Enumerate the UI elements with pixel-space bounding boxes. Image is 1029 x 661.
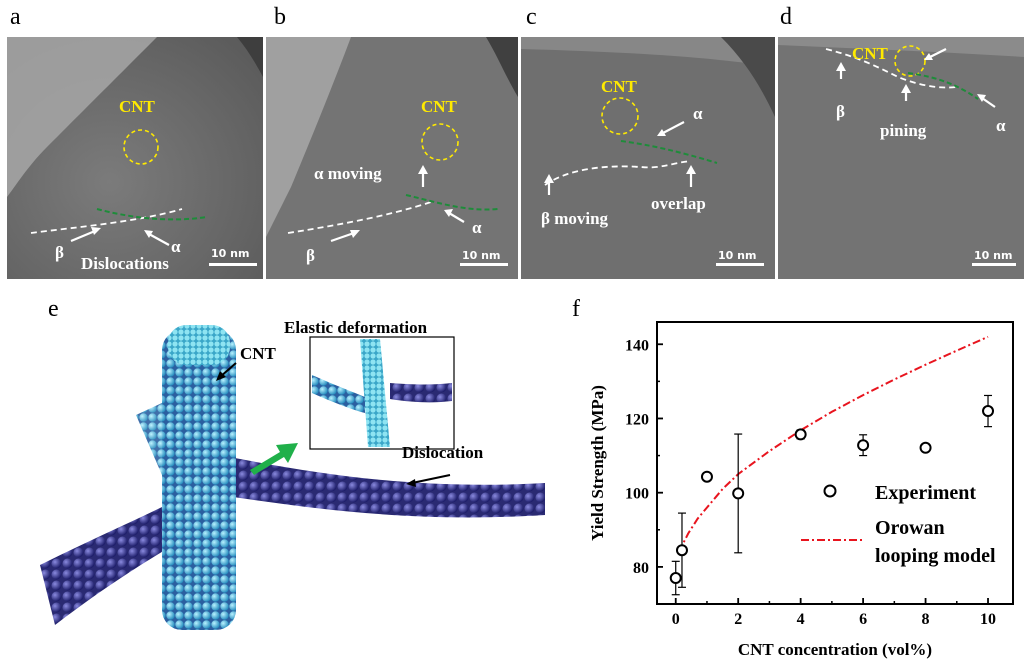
- scale-label-b: 10 nm: [462, 249, 500, 262]
- beta-label-b: β: [306, 246, 315, 265]
- tem-image-d: [778, 37, 1024, 279]
- experiment-point: [675, 544, 688, 557]
- y-axis-title: Yield Strength (MPa): [588, 385, 607, 541]
- x-tick-label: 10: [980, 611, 996, 628]
- scale-label-c: 10 nm: [718, 249, 756, 262]
- legend-looping-model: looping model: [875, 545, 996, 567]
- overlap-label: overlap: [651, 194, 706, 213]
- alpha-label-b: α: [472, 218, 482, 237]
- cnt-label-d: CNT: [852, 44, 889, 63]
- md-simulation-panel: Elastic deformation CNT Dislocation: [40, 318, 545, 630]
- y-tick-label: 140: [625, 337, 649, 354]
- y-tick-label: 120: [625, 411, 649, 428]
- chart-legend: Experiment Orowan looping model: [801, 482, 996, 567]
- legend-marker-experiment: [823, 484, 837, 498]
- legend-orowan: Orowan: [875, 517, 945, 539]
- x-tick-label: 4: [797, 611, 805, 628]
- plot-frame: [656, 321, 1014, 605]
- panel-letter-e: e: [48, 296, 59, 322]
- panel-letter-a: a: [10, 4, 21, 30]
- panel-letter-d: d: [780, 4, 792, 30]
- x-tick-label: 8: [922, 611, 930, 628]
- cnt-label-a: CNT: [119, 97, 156, 116]
- experiment-point: [700, 470, 713, 483]
- cnt-label-e: CNT: [240, 344, 277, 363]
- orowan-model-line: [678, 335, 989, 553]
- experiment-point: [982, 405, 995, 418]
- beta-moving-label: β moving: [541, 209, 609, 228]
- dislocations-label: Dislocations: [81, 254, 169, 273]
- tem-image-b: [266, 37, 518, 279]
- alpha-label-a: α: [171, 237, 181, 256]
- experiment-point: [732, 487, 745, 500]
- alpha-label-d: α: [996, 116, 1006, 135]
- x-axis-title: CNT concentration (vol%): [738, 640, 932, 659]
- experiment-point: [794, 428, 807, 441]
- y-tick-label: 100: [625, 486, 649, 503]
- beta-label-d: β: [836, 102, 845, 121]
- x-tick-label: 6: [859, 611, 867, 628]
- cnt-label-b: CNT: [421, 97, 458, 116]
- x-tick-label: 0: [672, 611, 680, 628]
- inset-title: Elastic deformation: [284, 318, 428, 337]
- scale-label-d: 10 nm: [974, 249, 1012, 262]
- panel-letter-b: b: [274, 4, 286, 30]
- y-tick-label: 80: [633, 560, 649, 577]
- panel-letter-f: f: [572, 296, 580, 322]
- legend-experiment: Experiment: [875, 482, 976, 504]
- experiment-point: [857, 439, 870, 452]
- panel-letter-c: c: [526, 4, 537, 30]
- alpha-moving-label: α moving: [314, 164, 382, 183]
- pining-label: pining: [880, 121, 927, 140]
- tem-image-a: [7, 37, 263, 279]
- experiment-point: [919, 441, 932, 454]
- alpha-label-c: α: [693, 104, 703, 123]
- tem-image-c: [521, 37, 775, 279]
- dislocation-label: Dislocation: [402, 443, 484, 462]
- experiment-point: [669, 572, 682, 585]
- scale-label-a: 10 nm: [211, 247, 249, 260]
- cnt-circle: [123, 129, 159, 165]
- x-tick-label: 2: [734, 611, 742, 628]
- beta-label-a: β: [55, 243, 64, 262]
- cnt-label-c: CNT: [601, 77, 638, 96]
